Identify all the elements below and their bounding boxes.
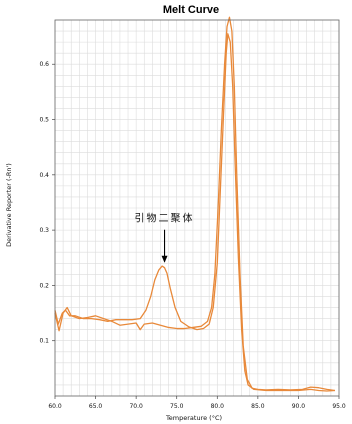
- y-tick-label: 0.4: [39, 172, 49, 179]
- axes: 60.0 65.0 70.0 75.0 80.0 85.0 90.0 95.0 0.1 0.2 0.…: [39, 19, 346, 410]
- y-tick-label: 0.5: [39, 117, 49, 124]
- x-tick-label: 90.0: [292, 403, 306, 410]
- x-tick-label: 95.0: [332, 403, 346, 410]
- chart-title: Melt Curve: [163, 4, 219, 16]
- x-axis-title: Temperature (°C): [165, 414, 222, 422]
- annotation-primer-dimer: 引物二聚体: [135, 212, 195, 225]
- x-tick-label: 80.0: [211, 403, 225, 410]
- grid: [54, 19, 340, 397]
- x-tick-label: 85.0: [251, 403, 265, 410]
- x-tick-label: 60.0: [48, 403, 62, 410]
- y-tick-label: 0.6: [39, 61, 49, 68]
- plot-frame: [54, 19, 340, 397]
- series-line-1: [54, 33, 335, 392]
- series-line-2: [54, 16, 336, 392]
- y-tick-label: 0.3: [39, 227, 49, 234]
- y-tick-label: 0.2: [39, 282, 49, 289]
- y-axis-title: Derivative Reporter (-Rn'): [5, 163, 13, 247]
- annotations: 目的产物引物二聚体: [135, 212, 195, 263]
- series-layer: [54, 16, 336, 392]
- x-tick-label: 65.0: [89, 403, 103, 410]
- x-tick-label: 75.0: [170, 403, 184, 410]
- y-tick-label: 0.1: [39, 338, 49, 345]
- x-tick-label: 70.0: [129, 403, 143, 410]
